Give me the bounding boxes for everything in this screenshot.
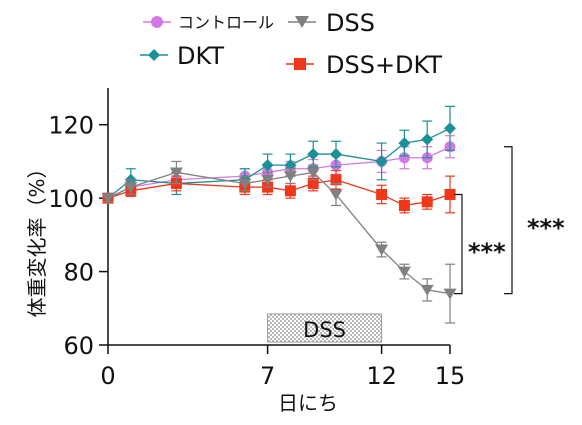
data-point [101,193,115,205]
significance-label-inner: *** [468,238,506,266]
x-ticks: 0 7 12 15 [100,345,465,390]
data-point [421,133,434,146]
data-point [444,188,456,200]
series-3 [102,170,456,214]
data-point [306,167,320,179]
data-point [307,148,320,161]
data-point [444,122,456,135]
data-point [443,288,457,300]
series-2 [101,160,457,324]
y-ticks: 60 80 100 120 [48,112,108,360]
y-tick-label: 80 [63,259,94,287]
y-axis-label: 体重変化率（%） [25,158,49,317]
legend-label-control: コントロール [178,13,274,32]
data-point [329,189,343,201]
treatment-period: DSS [267,313,383,343]
legend-item-dkt: DKT [140,42,224,70]
data-point [376,188,388,200]
legend-item-dss-dkt: DSS+DKT [286,51,442,79]
data-point [169,167,183,179]
x-tick-label: 7 [260,362,275,390]
legend-item-control: コントロール [143,13,274,32]
data-point [124,182,138,194]
axes [107,88,450,346]
data-point [330,174,342,186]
data-point [330,148,342,161]
data-point [284,185,296,197]
data-point [283,171,297,183]
x-tick-label: 15 [435,362,466,390]
legend-label-dss-dkt: DSS+DKT [326,51,442,79]
plot-area [101,105,457,324]
data-point [398,199,410,211]
y-tick-label: 120 [48,112,94,140]
treatment-label: DSS [303,318,346,342]
data-point [375,155,388,168]
series-line [107,146,451,199]
data-point [398,152,410,164]
data-point [284,159,297,172]
x-tick-label: 0 [100,362,115,390]
significance-bracket-inner [454,193,463,295]
data-point [307,177,319,189]
legend-label-dss: DSS [326,9,375,37]
legend: コントロール DSS DKT DSS+DKT [140,9,442,79]
data-point [398,137,411,150]
x-axis-label: 日にち [278,391,338,415]
legend-item-dss: DSS [288,9,375,37]
data-point [375,244,389,256]
y-tick-label: 100 [48,185,94,213]
series-line [107,171,451,295]
data-point [421,196,433,208]
series-line [107,127,451,199]
treatment-bar [267,313,383,343]
significance-bracket-outer [504,146,513,295]
data-point [420,284,434,296]
series-line [107,179,451,207]
data-point [238,178,252,190]
data-point [261,159,274,172]
legend-label-dkt: DKT [177,42,224,70]
significance-label-outer: *** [527,214,565,242]
y-tick-label: 60 [63,332,94,360]
data-point [261,174,275,186]
data-point [397,266,411,278]
significance-brackets: *** *** [454,146,565,295]
x-tick-label: 12 [366,362,397,390]
